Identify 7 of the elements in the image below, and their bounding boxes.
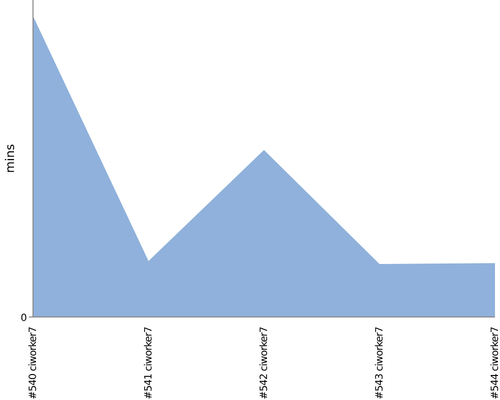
x-tick-label: #541 ciworker7 <box>144 326 154 400</box>
x-tick-label: #543 ciworker7 <box>374 326 386 400</box>
text: 0 <box>20 313 27 324</box>
x-tick-label: #544 ciworker7 <box>490 326 500 400</box>
y-axis-title: mins <box>3 144 17 173</box>
x-tick-label: #542 ciworker7 <box>259 326 270 400</box>
x-tick-label: #540 ciworker7 <box>28 326 39 400</box>
